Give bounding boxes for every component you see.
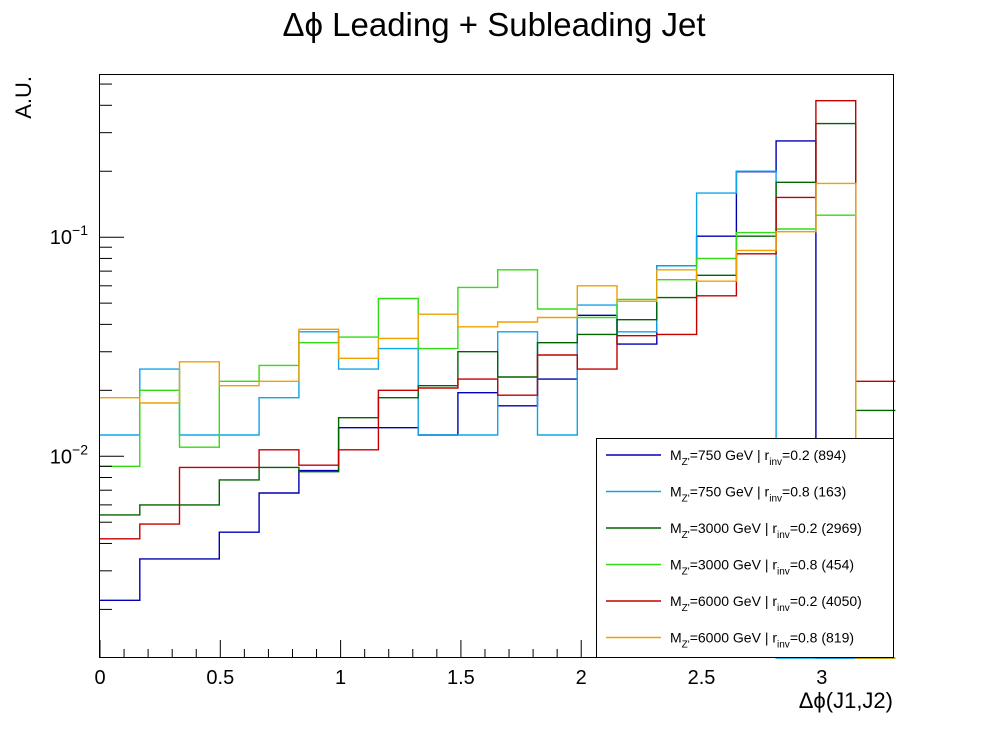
legend-entry: MZ'=750 GeV | rinv=0.8 (163) xyxy=(670,484,846,505)
y-tick-label: 10−1 xyxy=(50,222,88,249)
series-line-3 xyxy=(100,122,896,516)
y-axis-title: A.U. xyxy=(11,76,36,119)
x-tick-label: 2 xyxy=(576,667,587,689)
axis-ticks: 0 0.5 1 1.5 2 2.5 3 10−2 10−1 xyxy=(50,83,871,689)
legend-entry: MZ'=3000 GeV | rinv=0.2 (2969) xyxy=(670,520,862,541)
legend-entry: MZ'=3000 GeV | rinv=0.8 (454) xyxy=(670,557,854,578)
series-line-5 xyxy=(100,100,896,540)
x-tick-label: 0.5 xyxy=(206,667,234,689)
chart-title: Δϕ Leading + Subleading Jet xyxy=(282,6,705,43)
plot-frame xyxy=(99,74,894,658)
x-tick-label: 0 xyxy=(94,667,105,689)
legend-entry: MZ'=6000 GeV | rinv=0.2 (4050) xyxy=(670,593,862,614)
x-tick-label: 3 xyxy=(816,667,827,689)
legend-entry: MZ'=750 GeV | rinv=0.2 (894) xyxy=(670,447,846,468)
x-tick-label: 2.5 xyxy=(688,667,716,689)
series-line-6 xyxy=(100,182,896,659)
x-axis-title: Δϕ(J1,J2) xyxy=(799,688,893,713)
legend-entry: MZ'=6000 GeV | rinv=0.8 (819) xyxy=(670,630,854,651)
legend: MZ'=750 GeV | rinv=0.2 (894) MZ'=750 GeV … xyxy=(596,438,894,658)
series-line-4 xyxy=(100,214,896,659)
y-tick-label: 10−2 xyxy=(50,441,88,468)
x-tick-label: 1 xyxy=(335,667,346,689)
legend-box xyxy=(596,438,894,658)
series-layer xyxy=(100,100,896,659)
x-tick-label: 1.5 xyxy=(447,667,475,689)
